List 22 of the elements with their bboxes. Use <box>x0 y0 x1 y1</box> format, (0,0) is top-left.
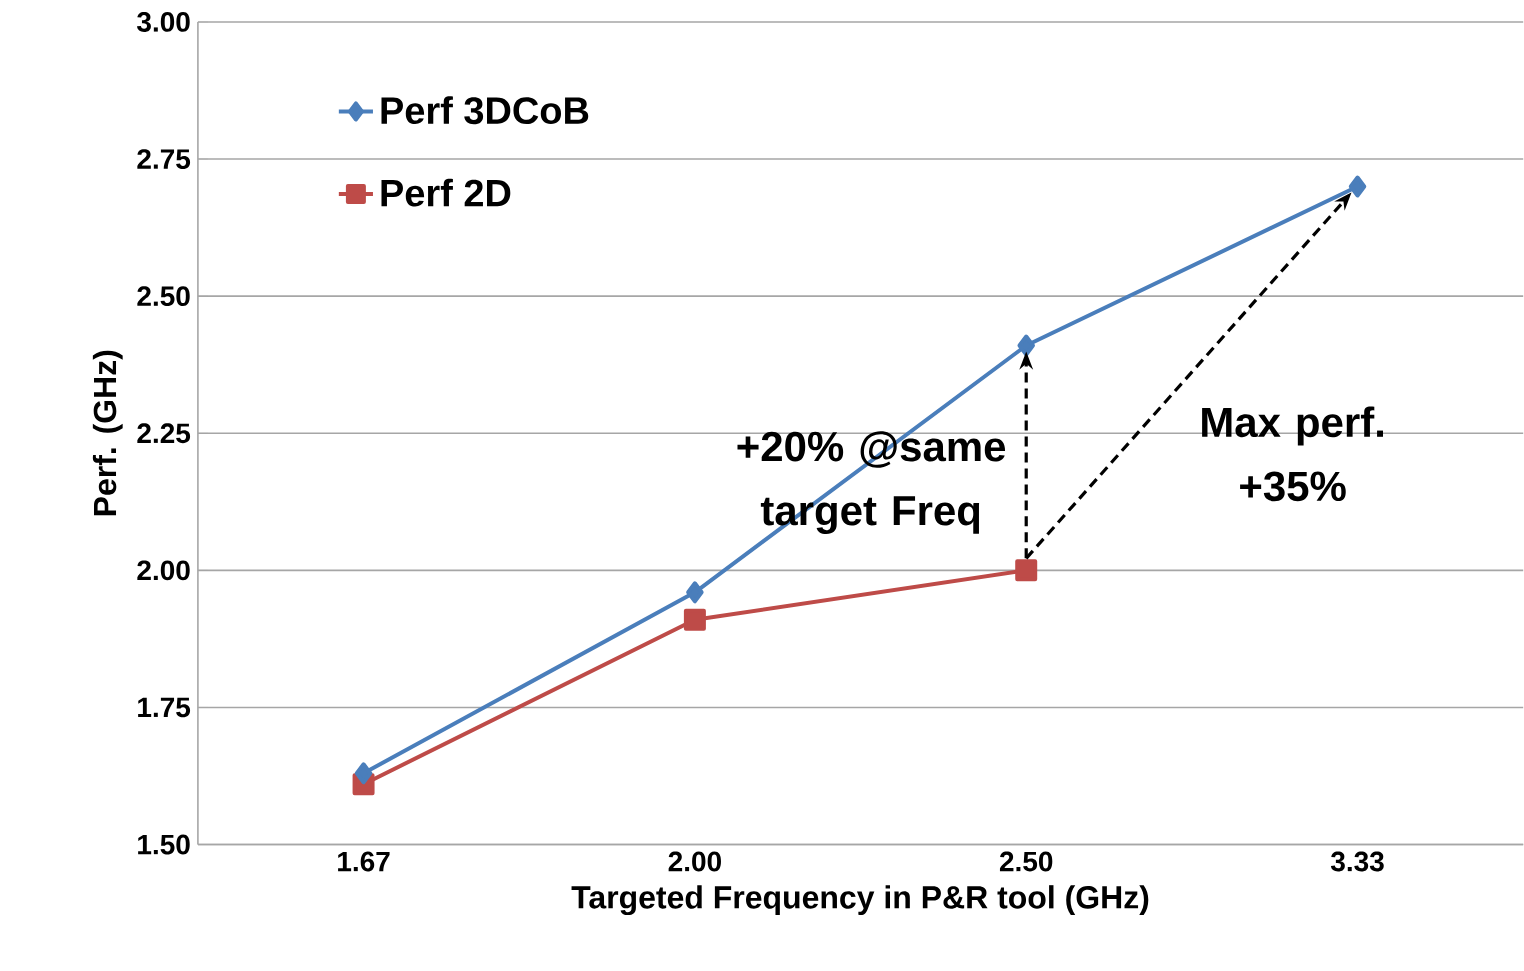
x-tick-label: 1.67 <box>338 851 390 872</box>
point <box>686 581 704 604</box>
point <box>1017 334 1035 357</box>
y-tick-label: 2.00 <box>137 560 190 581</box>
x-axis-title: Targeted Frequency in P&R tool (GHz) <box>571 884 1149 915</box>
point <box>1348 175 1367 198</box>
y-tick-label: 2.25 <box>137 423 191 443</box>
y-tick-label: 2.75 <box>137 148 191 169</box>
y-axis-title: Perf. (GHz) <box>92 350 123 515</box>
x-tick-label: 2.50 <box>999 851 1053 872</box>
legend-label: Perf 3DCoB <box>381 95 589 124</box>
y-tick-label: 3.00 <box>137 11 190 32</box>
point <box>683 608 706 631</box>
x-tick-label: 2.00 <box>668 851 721 872</box>
y-tick-label: 1.50 <box>138 834 190 855</box>
annotation: Max perf. +35% <box>1202 406 1383 501</box>
x-tick-label: 3.33 <box>1330 851 1384 872</box>
point <box>354 762 373 785</box>
point <box>1015 559 1038 582</box>
legend-label: Perf 2D <box>381 178 511 207</box>
y-tick-label: 1.75 <box>138 697 191 717</box>
y-tick-label: 2.50 <box>137 286 190 306</box>
